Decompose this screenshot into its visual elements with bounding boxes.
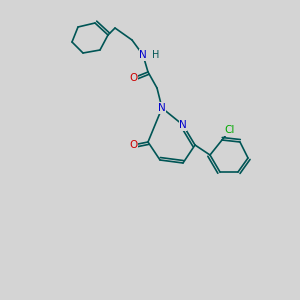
- Text: N: N: [158, 103, 166, 113]
- Text: Cl: Cl: [225, 125, 235, 135]
- Text: N: N: [179, 120, 187, 130]
- Text: O: O: [129, 140, 137, 150]
- Text: O: O: [129, 73, 137, 83]
- Text: H: H: [152, 50, 159, 60]
- Text: N: N: [139, 50, 147, 60]
